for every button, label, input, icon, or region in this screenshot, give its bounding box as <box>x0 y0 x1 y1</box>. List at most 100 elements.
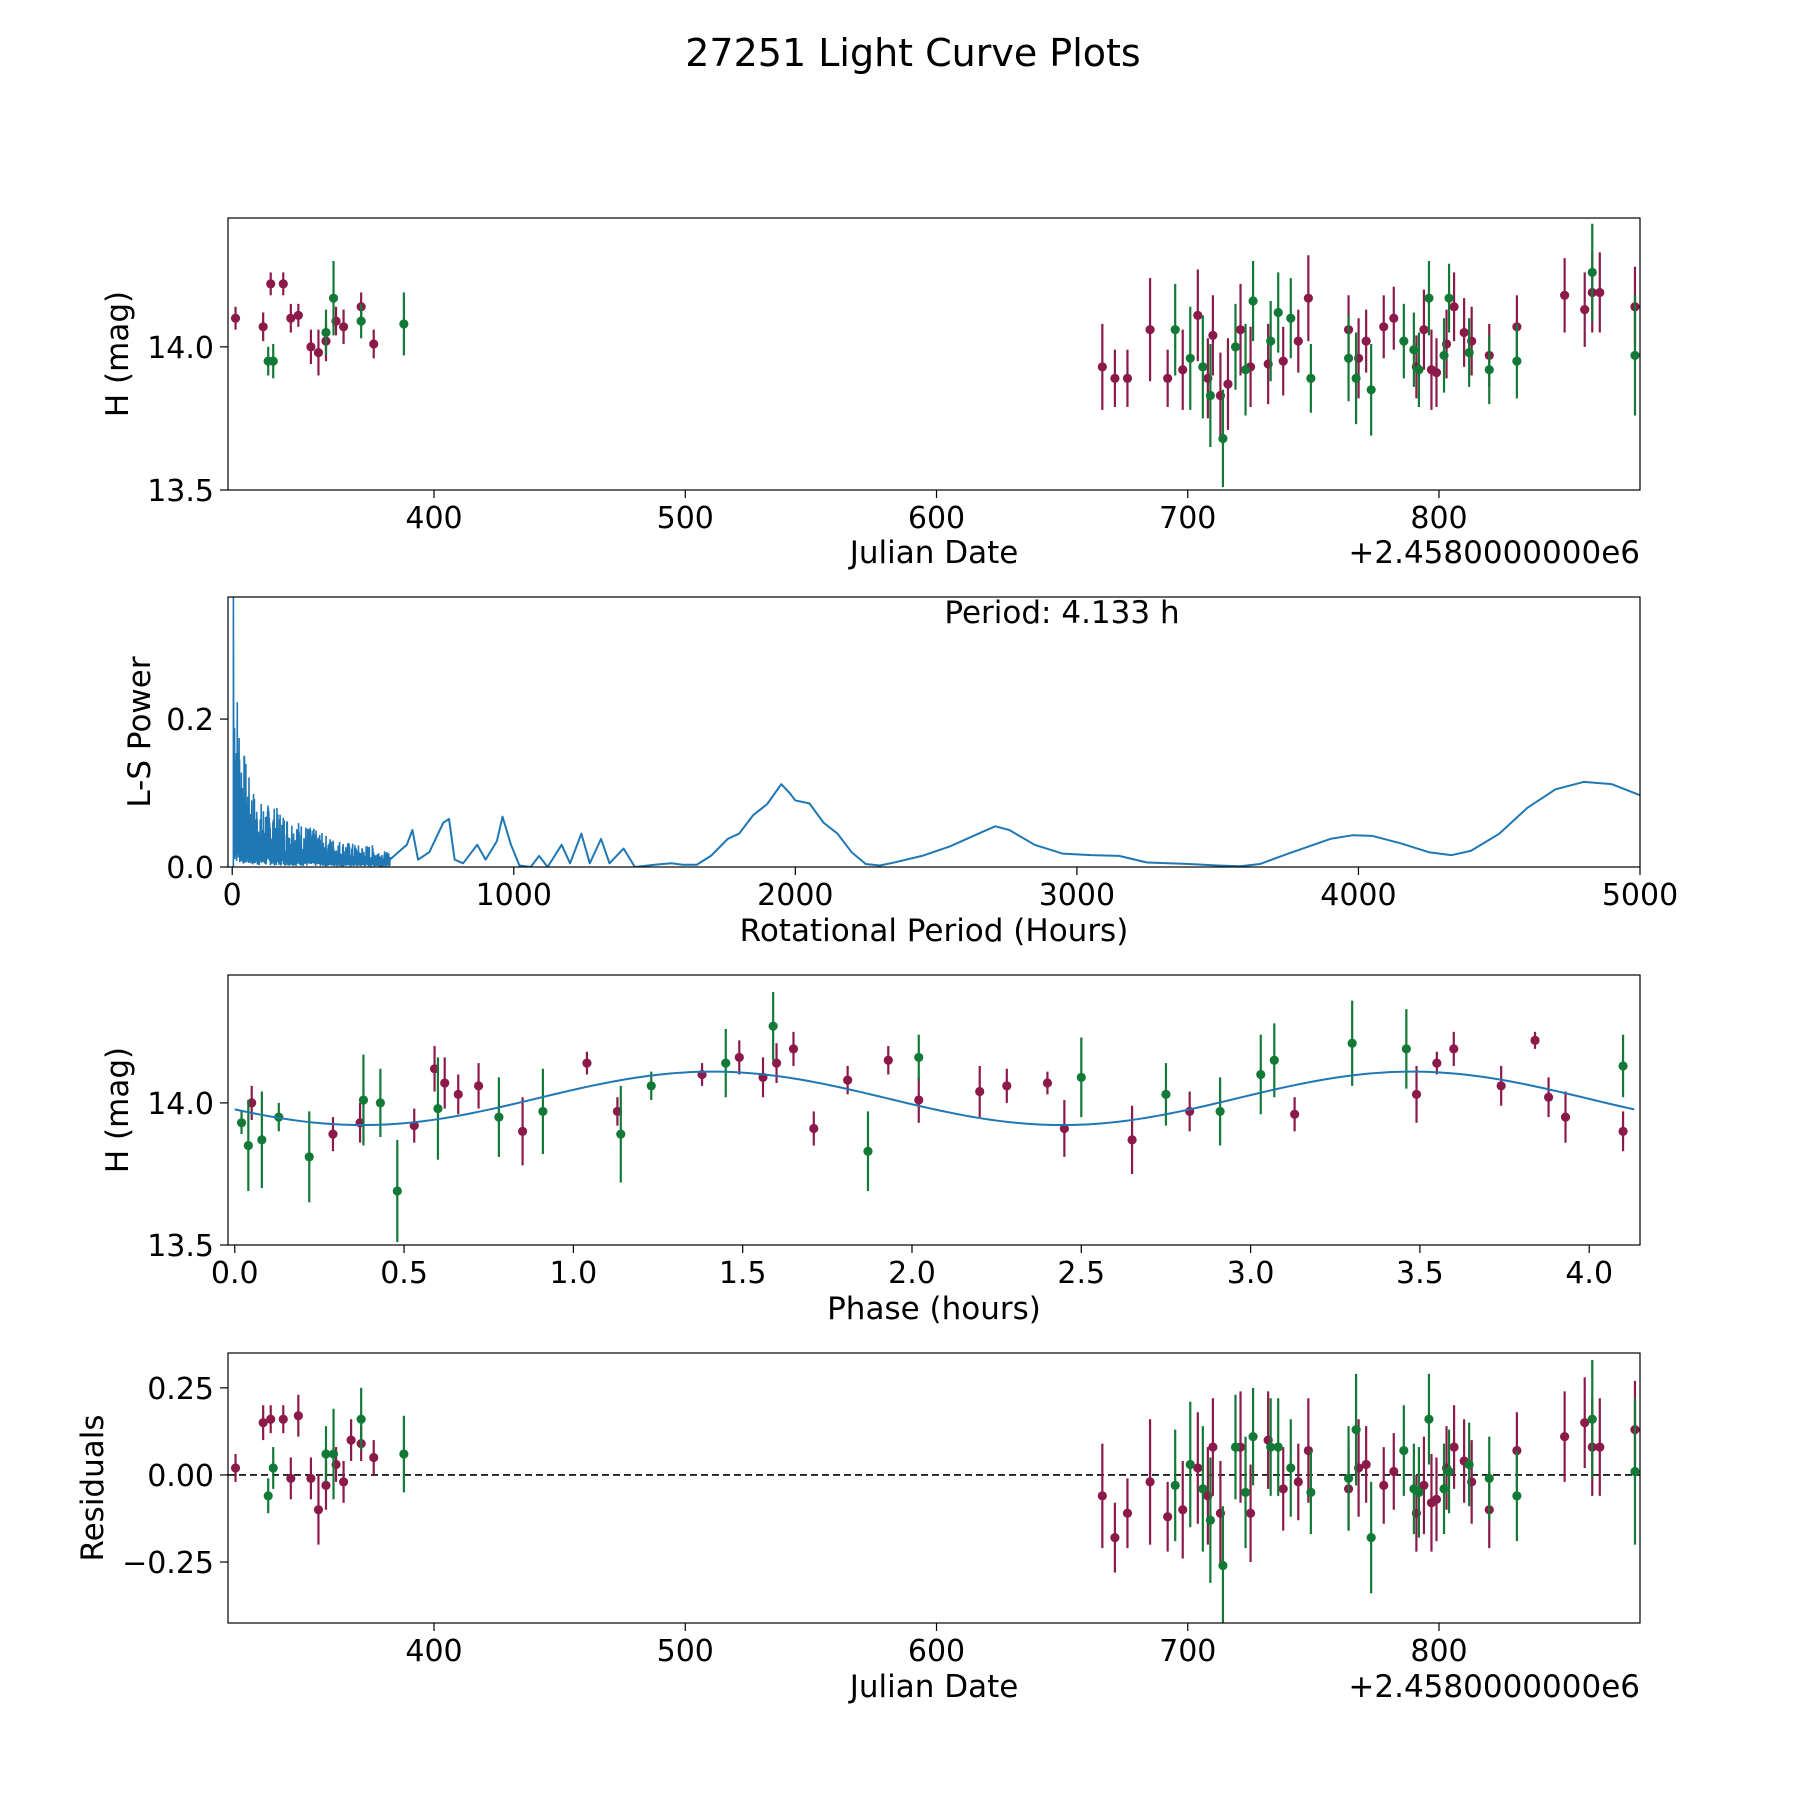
residuals-point <box>1449 1442 1459 1452</box>
lightcurve-point <box>1449 302 1459 312</box>
phased-point <box>771 1058 782 1068</box>
residuals-point <box>1587 1414 1597 1424</box>
phased-point <box>1269 1055 1279 1065</box>
lightcurve-point <box>356 316 366 326</box>
residuals-point <box>1178 1505 1188 1515</box>
phased-point <box>616 1129 626 1139</box>
lightcurve-point <box>306 342 316 352</box>
residuals-xlabel: Julian Date <box>848 1669 1019 1705</box>
lightcurve-point <box>1163 373 1173 383</box>
residuals-point <box>1230 1442 1241 1452</box>
phased-point <box>236 1118 247 1128</box>
periodogram-xtick-label: 0 <box>223 878 242 913</box>
residuals-point <box>1414 1487 1424 1497</box>
lightcurve-point <box>1235 325 1246 335</box>
phased-point <box>863 1146 873 1156</box>
phased-marks <box>234 992 1635 1243</box>
lightcurve-point <box>1444 293 1454 303</box>
phased-point <box>1618 1061 1628 1071</box>
residuals-point <box>1366 1533 1376 1543</box>
lightcurve-point <box>1178 365 1188 375</box>
lightcurve-point <box>1439 350 1449 361</box>
phased-point <box>1560 1112 1571 1122</box>
phased-point <box>243 1140 253 1151</box>
residuals-point <box>1484 1473 1494 1484</box>
lightcurve-point <box>1286 313 1296 323</box>
phased-point <box>582 1058 592 1068</box>
phased-point <box>1411 1089 1422 1099</box>
phased-xtick-label: 1.5 <box>719 1256 767 1291</box>
residuals-point <box>263 1491 273 1501</box>
lightcurve-point <box>1424 293 1434 303</box>
residuals-point <box>369 1452 379 1463</box>
residuals-ytick-label: −0.25 <box>122 1546 214 1581</box>
residuals-point <box>1122 1508 1133 1518</box>
periodogram-xtick-label: 1000 <box>476 878 552 913</box>
lightcurve-point <box>1587 267 1597 277</box>
lightcurve-point <box>1459 327 1469 338</box>
lightcurve-point <box>1560 290 1570 300</box>
phased-point <box>914 1095 924 1105</box>
residuals-point <box>1351 1425 1361 1435</box>
phased-point <box>734 1052 744 1063</box>
periodogram-xtick-label: 4000 <box>1320 878 1396 913</box>
periodogram-xtick-label: 2000 <box>757 878 833 913</box>
phased-point <box>788 1044 799 1054</box>
phased-point <box>1618 1126 1628 1136</box>
residuals-point <box>1218 1560 1228 1571</box>
phased-point <box>1042 1078 1053 1088</box>
periodogram-ytick-label: 0.2 <box>166 703 214 738</box>
residuals-ylabel: Residuals <box>75 1414 111 1561</box>
phased-point <box>768 1021 778 1031</box>
phased-axes-frame <box>227 974 1641 1246</box>
lightcurve-point <box>1293 336 1303 346</box>
phased-point <box>883 1055 893 1065</box>
lightcurve-point <box>230 313 241 323</box>
periodogram-axes-frame <box>227 596 1641 868</box>
residuals-point <box>1379 1480 1389 1490</box>
phased-point <box>1530 1035 1540 1045</box>
lightcurve-point <box>1379 322 1389 332</box>
lightcurve-point <box>1343 353 1354 363</box>
phased-panel: 0.0 0.5 1.0 1.5 2.0 2.5 3.0 3.5 4.0 13.5 14.0 Phas… <box>100 974 1641 1327</box>
residuals-point <box>1193 1463 1203 1473</box>
residuals-point <box>321 1449 331 1459</box>
lightcurve-point <box>1122 373 1133 383</box>
residuals-point <box>258 1418 268 1428</box>
lightcurve-ytick-label: 14.0 <box>147 331 214 366</box>
residuals-point <box>1343 1473 1354 1484</box>
residuals-point <box>1580 1418 1590 1428</box>
residuals-point <box>1208 1442 1218 1452</box>
phased-point <box>914 1052 924 1063</box>
lightcurve-point <box>1145 325 1155 335</box>
lightcurve-point <box>1240 365 1251 375</box>
phased-point <box>453 1089 463 1099</box>
lightcurve-point <box>286 313 296 323</box>
residuals-point <box>1286 1463 1296 1473</box>
residuals-offset-label: +2.4580000000e6 <box>1348 1669 1640 1705</box>
periodogram-line <box>389 780 1640 867</box>
residuals-ticks: 400 500 600 700 800 0.25 0.00 −0.25 <box>122 1372 1468 1669</box>
phased-xtick-label: 3.5 <box>1396 1256 1444 1291</box>
phased-point <box>440 1078 450 1088</box>
phased-point <box>538 1106 548 1117</box>
residuals-point <box>1145 1477 1155 1487</box>
residuals-point <box>306 1473 316 1484</box>
residuals-point <box>1293 1477 1303 1487</box>
residuals-point <box>1110 1533 1120 1543</box>
lightcurve-point <box>1306 373 1316 383</box>
residuals-point <box>1595 1442 1605 1452</box>
residuals-xtick-label: 500 <box>657 1634 714 1669</box>
lightcurve-point <box>1193 310 1203 320</box>
lightcurve-point <box>1110 373 1120 383</box>
phased-point <box>1432 1058 1442 1068</box>
lightcurve-xtick-label: 700 <box>1159 501 1216 536</box>
lightcurve-point <box>328 293 339 303</box>
lightcurve-point <box>1248 296 1258 306</box>
residuals-axes-frame <box>227 1352 1641 1624</box>
residuals-point <box>1185 1459 1195 1470</box>
phased-point <box>1059 1123 1069 1134</box>
lightcurve-point <box>1399 336 1409 346</box>
residuals-point <box>399 1449 409 1459</box>
